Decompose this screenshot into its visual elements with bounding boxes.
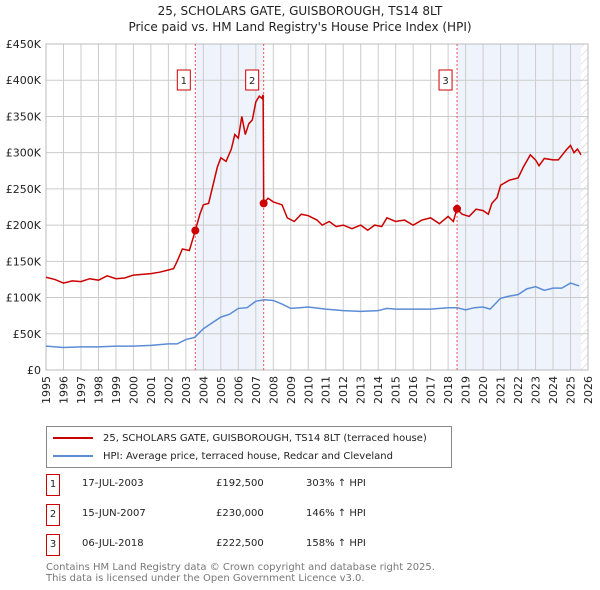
forecast-hatch xyxy=(581,44,588,370)
sale-marker-label: 1 xyxy=(181,76,187,87)
sale-point xyxy=(191,226,200,235)
x-tick-label: 2020 xyxy=(477,376,490,404)
sale-date: 06-JUL-2018 xyxy=(82,538,144,549)
sale-marker-box xyxy=(245,69,260,91)
y-tick-label: £100K xyxy=(6,292,42,305)
shaded-range xyxy=(195,44,264,370)
sale-point xyxy=(453,204,462,213)
y-tick-label: £350K xyxy=(6,110,42,123)
chart-area: 1995 1996 1997 1998 1999 2000 2001 2002 2003 2004… xyxy=(6,38,595,404)
sale-marker-box xyxy=(438,69,453,91)
sale-marker-box xyxy=(176,69,191,91)
x-tick-label: 2022 xyxy=(512,376,525,404)
y-tick-label: £150K xyxy=(6,255,42,268)
chart-title: 25, SCHOLARS GATE, GUISBOROUGH, TS14 8LT xyxy=(157,4,443,18)
y-tick-label: £200K xyxy=(6,219,42,232)
y-tick-label: £50K xyxy=(13,328,42,341)
sale-marker-label: 3 xyxy=(46,534,60,556)
x-tick-label: 2017 xyxy=(425,376,438,404)
x-tick-label: 2016 xyxy=(407,376,420,404)
legend-item-property: 25, SCHOLARS GATE, GUISBOROUGH, TS14 8LT… xyxy=(53,430,427,446)
x-tick-label: 2002 xyxy=(162,376,175,404)
plot-frame xyxy=(45,43,589,371)
sale-marker-label: 2 xyxy=(249,76,255,87)
x-tick-label: 2007 xyxy=(250,376,263,404)
sale-date: 17-JUL-2003 xyxy=(82,478,144,489)
sale-point xyxy=(259,199,268,208)
series-line xyxy=(45,94,582,284)
sale-date: 15-JUN-2007 xyxy=(82,508,146,519)
sale-price: £230,000 xyxy=(216,508,264,519)
y-tick-label: £400K xyxy=(6,74,42,87)
sale-marker-label: 1 xyxy=(46,474,60,496)
series-line xyxy=(45,282,580,349)
legend-label: HPI: Average price, terraced house, Redc… xyxy=(103,450,393,462)
x-tick-label: 1995 xyxy=(40,376,53,404)
x-tick-label: 2026 xyxy=(582,376,595,404)
x-tick-label: 2011 xyxy=(320,376,333,404)
sale-marker-label: 3 xyxy=(442,76,448,87)
x-tick-label: 2025 xyxy=(565,376,578,404)
x-tick-label: 2010 xyxy=(302,376,315,404)
y-tick-label: £0 xyxy=(27,364,41,377)
x-tick-label: 2009 xyxy=(285,376,298,404)
chart-subtitle: Price paid vs. HM Land Registry's House … xyxy=(128,20,472,34)
x-tick-label: 2005 xyxy=(215,376,228,404)
x-tick-label: 2021 xyxy=(495,376,508,404)
x-tick-label: 2008 xyxy=(267,376,280,404)
sale-hpi: 158% ↑ HPI xyxy=(306,538,366,549)
sale-price: £192,500 xyxy=(216,478,264,489)
x-tick-label: 2001 xyxy=(145,376,158,404)
legend-label: 25, SCHOLARS GATE, GUISBOROUGH, TS14 8LT… xyxy=(103,432,427,444)
sale-marker-label: 2 xyxy=(46,504,60,526)
x-tick-label: 2006 xyxy=(232,376,245,404)
x-tick-label: 1996 xyxy=(57,376,70,404)
sale-hpi: 303% ↑ HPI xyxy=(306,478,366,489)
x-tick-label: 2000 xyxy=(127,376,140,404)
shaded-range xyxy=(457,44,582,370)
x-tick-label: 2012 xyxy=(337,376,350,404)
x-tick-label: 2013 xyxy=(355,376,368,404)
legend-item-hpi: HPI: Average price, terraced house, Redc… xyxy=(53,448,393,464)
y-tick-label: £450K xyxy=(6,38,42,51)
x-tick-label: 2018 xyxy=(442,376,455,404)
legend-swatch xyxy=(53,437,93,439)
y-tick-label: £250K xyxy=(6,183,42,196)
x-tick-label: 2014 xyxy=(372,376,385,404)
sale-hpi: 146% ↑ HPI xyxy=(306,508,366,519)
footer-licence: This data is licensed under the Open Gov… xyxy=(46,573,365,584)
x-tick-label: 1998 xyxy=(92,376,105,404)
x-tick-label: 2004 xyxy=(197,376,210,404)
x-tick-label: 2003 xyxy=(180,376,193,404)
x-tick-label: 2019 xyxy=(460,376,473,404)
sale-price: £222,500 xyxy=(216,538,264,549)
footer-copyright: Contains HM Land Registry data © Crown c… xyxy=(46,562,435,573)
legend-swatch xyxy=(53,455,93,457)
x-tick-label: 2024 xyxy=(547,376,560,404)
y-tick-label: £300K xyxy=(6,147,42,160)
x-tick-label: 1999 xyxy=(110,376,123,404)
legend: 25, SCHOLARS GATE, GUISBOROUGH, TS14 8LT… xyxy=(46,426,452,468)
x-tick-label: 2023 xyxy=(530,376,543,404)
x-tick-label: 2015 xyxy=(390,376,403,404)
x-tick-label: 1997 xyxy=(75,376,88,404)
